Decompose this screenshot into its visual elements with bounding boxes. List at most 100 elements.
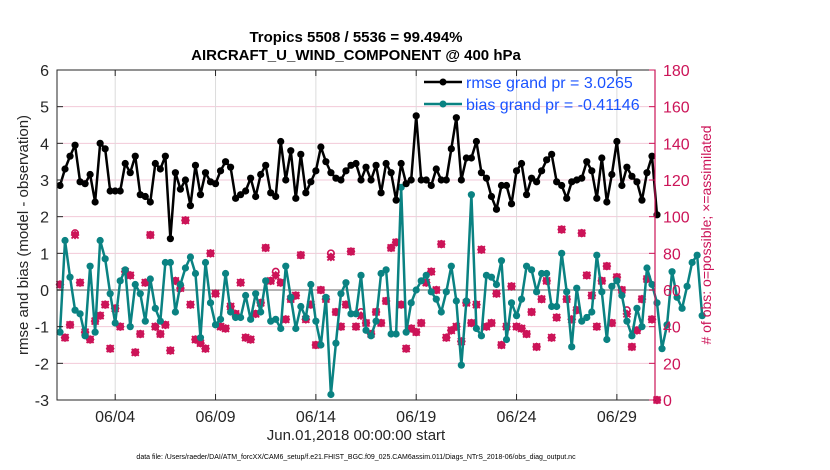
obs-assimilated-cross [557,225,566,234]
bias-point [517,295,526,303]
y2-axis-label: # of obs: o=possible; ×=assimilated [698,125,714,344]
obs-assimilated-cross [532,342,541,351]
rmse-point [357,176,365,184]
obs-assimilated-point [70,230,80,240]
rmse-point [558,181,566,190]
bias-point [186,253,195,261]
bias-point [257,308,265,316]
rmse-point [507,200,516,208]
bias-point [543,269,551,278]
obs-assimilated-cross [96,311,105,320]
rmse-point [257,170,265,179]
bias-point [101,255,109,263]
obs-assimilated-cross [201,344,210,353]
rmse-point [186,202,195,210]
obs-assimilated-point [627,342,637,352]
rmse-point [171,169,179,177]
obs-assimilated-point [105,344,115,354]
bias-point [237,313,245,322]
rmse-point [247,174,255,182]
bias-point [462,297,470,305]
bias-point [538,269,546,278]
y2-tick-label: 160 [663,100,690,117]
rmse-point [638,196,646,204]
bias-point [422,271,430,279]
rmse-point [151,159,159,168]
obs-assimilated-cross [316,285,326,295]
obs-assimilated-point [60,333,70,343]
rmse-point [252,192,260,201]
rmse-point [267,189,275,197]
bias-point [126,323,134,331]
rmse-point [497,181,506,190]
bias-point [342,279,350,287]
obs-assimilated-cross [181,216,190,225]
obs-assimilated-point [552,313,562,322]
obs-assimilated-cross [236,278,245,287]
obs-assimilated-cross [126,271,135,280]
bias-point [327,390,335,399]
y2-tick-label: 0 [663,393,672,410]
obs-assimilated-point [326,252,336,262]
rmse-point [407,176,415,184]
rmse-point [156,165,164,173]
obs-assimilated-cross [136,329,145,339]
obs-assimilated-point [486,318,496,328]
bias-point [437,308,445,316]
obs-assimilated-cross [527,307,536,317]
bias-point [693,251,701,259]
bias-point [382,266,390,274]
rmse-point [432,165,440,173]
obs-assimilated-cross [437,240,446,249]
rmse-point [603,198,611,206]
rmse-point [437,176,445,184]
obs-assimilated-point [180,215,190,225]
obs-assimilated-cross [156,329,165,339]
rmse-point [287,147,295,155]
rmse-point [387,169,395,177]
obs-assimilated-point [165,346,175,355]
obs-assimilated-point [211,289,221,299]
bias-point [683,282,691,290]
y2-tick-label: 100 [663,210,690,227]
rmse-point [116,187,124,195]
bias-point [502,335,511,344]
bias-point [116,277,124,285]
bias-point [226,308,235,316]
bias-point [603,335,611,344]
bias-point [337,290,345,298]
rmse-point [297,150,305,158]
obs-assimilated-point [346,247,356,256]
obs-assimilated-cross [577,229,586,238]
bias-point [467,191,475,199]
bias-point [156,317,164,325]
rmse-point [593,194,601,202]
x-tick-label: 06/09 [196,409,236,426]
rmse-point [317,143,325,151]
rmse-point [226,163,235,171]
rmse-point [277,137,285,146]
y2-tick-label: 40 [663,320,681,337]
bias-point [427,288,435,296]
obs-assimilated-cross [487,318,496,328]
bias-point [121,266,129,274]
rmse-point [221,158,230,166]
bias-point [673,293,681,301]
bias-point [507,299,516,307]
obs-assimilated-cross [211,289,220,298]
bias-point [196,334,205,342]
bias-point [367,332,375,340]
x-tick-label: 06/24 [497,409,537,426]
bias-point [76,310,84,318]
obs-assimilated-cross [547,333,556,342]
rmse-point [522,191,531,199]
rmse-point [457,176,465,184]
obs-assimilated-cross [246,335,255,344]
y-tick-label: -3 [35,393,49,410]
bias-point [216,315,225,323]
obs-assimilated-point [441,333,451,343]
obs-assimilated-point [185,300,195,310]
bias-point [66,273,74,281]
bias-point [191,269,200,278]
bias-point [688,258,696,267]
